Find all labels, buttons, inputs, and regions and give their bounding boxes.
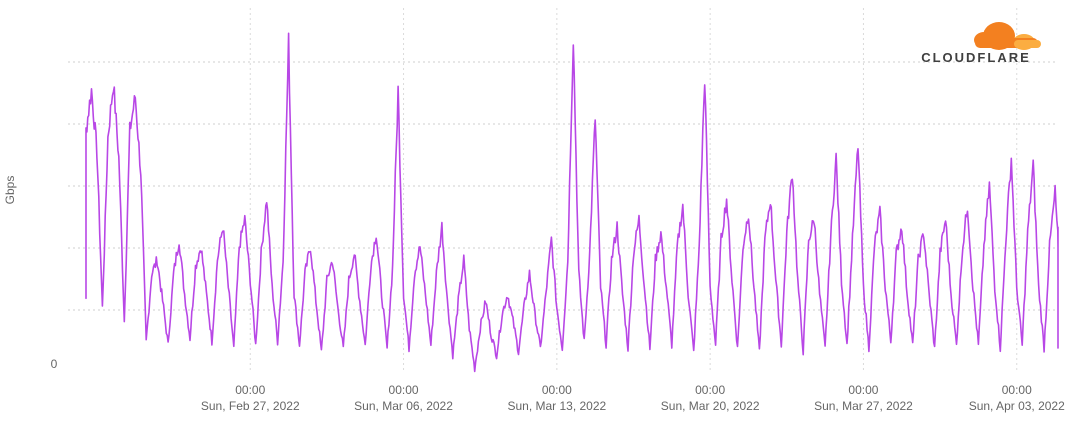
x-tick-date: Sun, Mar 20, 2022 bbox=[661, 399, 760, 413]
x-tick-time: 00:00 bbox=[848, 383, 878, 397]
cloudflare-cloud-icon bbox=[974, 22, 1041, 50]
y-axis-label: Gbps bbox=[3, 176, 17, 205]
x-tick-date: Sun, Mar 13, 2022 bbox=[507, 399, 606, 413]
x-tick-time: 00:00 bbox=[389, 383, 419, 397]
x-tick-date: Sun, Mar 06, 2022 bbox=[354, 399, 453, 413]
cloudflare-wordmark: CLOUDFLARE bbox=[921, 50, 1031, 65]
y-tick-label: 0 bbox=[51, 357, 58, 371]
x-axis-ticks: 00:00 Sun, Feb 27, 2022 00:00 Sun, Mar 06, … bbox=[201, 8, 1065, 413]
x-tick-date: Sun, Apr 03, 2022 bbox=[969, 399, 1065, 413]
x-tick-date: Sun, Mar 27, 2022 bbox=[814, 399, 913, 413]
x-tick-time: 00:00 bbox=[235, 383, 265, 397]
x-tick-date: Sun, Feb 27, 2022 bbox=[201, 399, 300, 413]
traffic-series-line bbox=[85, 32, 1059, 373]
x-tick-time: 00:00 bbox=[542, 383, 572, 397]
cloudflare-logo: CLOUDFLARE bbox=[921, 22, 1041, 65]
x-tick-time: 00:00 bbox=[695, 383, 725, 397]
x-tick-time: 00:00 bbox=[1002, 383, 1032, 397]
